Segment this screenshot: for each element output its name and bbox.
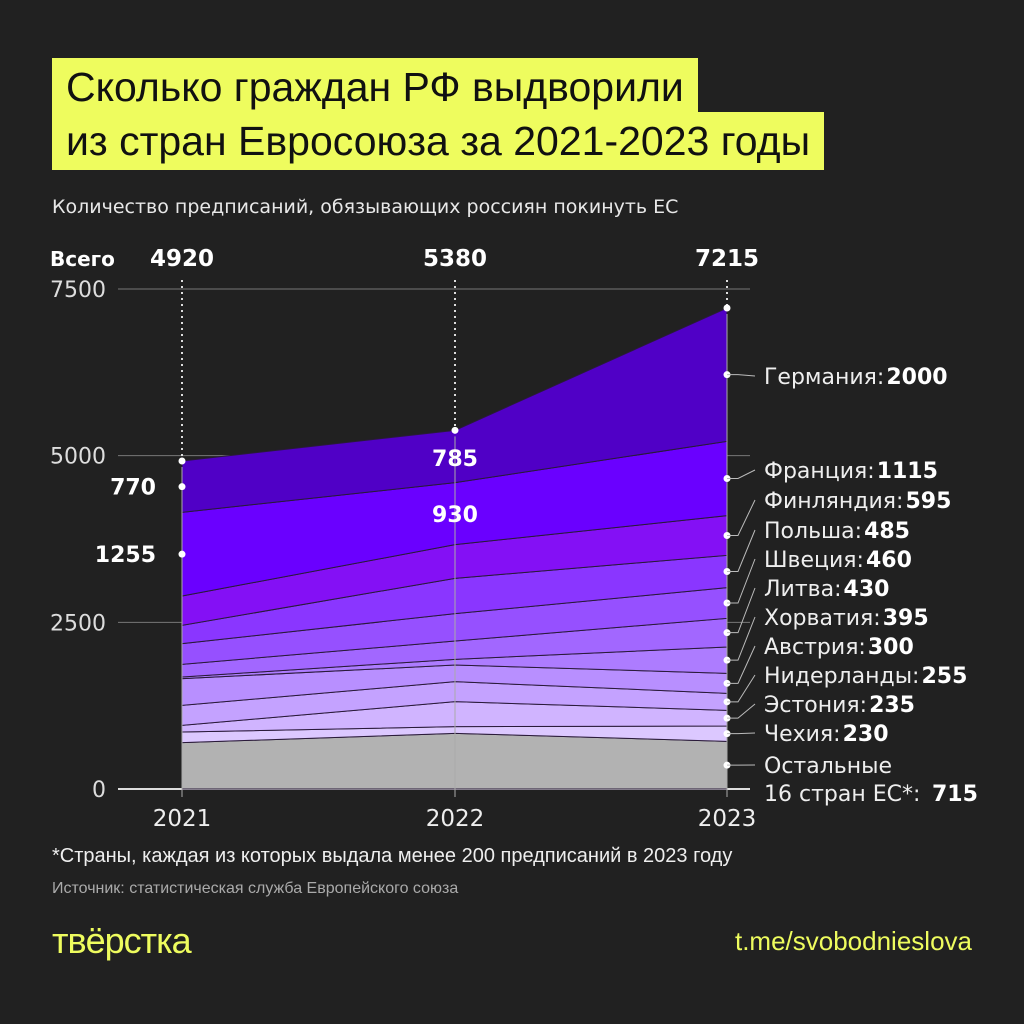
- leader-line: [727, 645, 756, 684]
- x-tick-label: 2022: [426, 806, 485, 832]
- series-value: 230: [843, 722, 889, 747]
- series-value: 2000: [886, 365, 947, 390]
- series-value: 395: [883, 606, 929, 631]
- y-tick-label: 5000: [50, 445, 106, 470]
- series-value: 1115: [877, 459, 938, 484]
- series-value: 300: [868, 635, 914, 660]
- leader-line: [727, 732, 756, 735]
- series-label: Остальные: [764, 754, 892, 779]
- series-label: Нидерланды:: [764, 664, 919, 689]
- leader-line: [727, 674, 756, 703]
- y-tick-label: 2500: [50, 611, 106, 636]
- series-label: Австрия:: [764, 635, 866, 660]
- leader-line: [727, 703, 756, 719]
- leader-line: [727, 469, 756, 479]
- total-label: 7215: [695, 246, 759, 272]
- x-tick-label: 2021: [153, 806, 212, 832]
- footnote: *Страны, каждая из которых выдала менее …: [52, 845, 733, 867]
- title-line-2: из стран Евросоюза за 2021-2023 годы: [52, 112, 825, 170]
- value-dot: [178, 483, 186, 491]
- title-line-1: Сколько граждан РФ выдворили: [52, 58, 698, 116]
- total-dot: [178, 457, 186, 465]
- verstka-logo: твёрстка: [52, 920, 192, 961]
- leader-line: [727, 616, 756, 661]
- total-label: 5380: [423, 246, 487, 272]
- value-label: 930: [432, 503, 478, 528]
- value-label: 785: [432, 447, 478, 472]
- series-label: Германия:: [764, 365, 884, 390]
- leader-line: [727, 587, 756, 634]
- series-value: 715: [932, 782, 978, 807]
- series-label: Финляндия:: [764, 489, 903, 514]
- leader-line: [727, 499, 756, 536]
- total-dot: [723, 304, 731, 312]
- series-label: Швеция:: [764, 548, 864, 573]
- series-label: Литва:: [764, 577, 842, 602]
- chart-subtitle: Количество предписаний, обязывающих росс…: [52, 196, 679, 218]
- series-label: Франция:: [764, 459, 875, 484]
- series-value: 460: [866, 548, 912, 573]
- total-dot: [451, 426, 459, 434]
- source-note: Источник: статистическая служба Европейс…: [52, 880, 459, 897]
- series-value: 235: [869, 693, 915, 718]
- value-label: 770: [110, 476, 156, 501]
- series-value: 595: [905, 489, 951, 514]
- leader-line: [727, 529, 756, 572]
- leader-line: [727, 558, 756, 604]
- series-value: 430: [844, 577, 890, 602]
- series-label: Хорватия:: [764, 606, 881, 631]
- x-tick-label: 2023: [698, 806, 757, 832]
- leader-line: [727, 374, 756, 377]
- series-label: Польша:: [764, 519, 862, 544]
- total-label: 4920: [150, 246, 214, 272]
- y-tick-label: 0: [92, 778, 106, 803]
- series-label: 16 стран ЕС*:: [764, 782, 920, 807]
- totals-heading: Всего: [50, 247, 115, 271]
- series-value: 255: [921, 664, 967, 689]
- series-label: Чехия:: [764, 722, 841, 747]
- value-label: 1255: [95, 543, 156, 568]
- value-dot: [178, 550, 186, 558]
- series-label: Эстония:: [764, 693, 867, 718]
- telegram-link[interactable]: t.me/svobodnieslova: [734, 926, 972, 956]
- y-tick-label: 7500: [50, 278, 106, 303]
- series-value: 485: [864, 519, 910, 544]
